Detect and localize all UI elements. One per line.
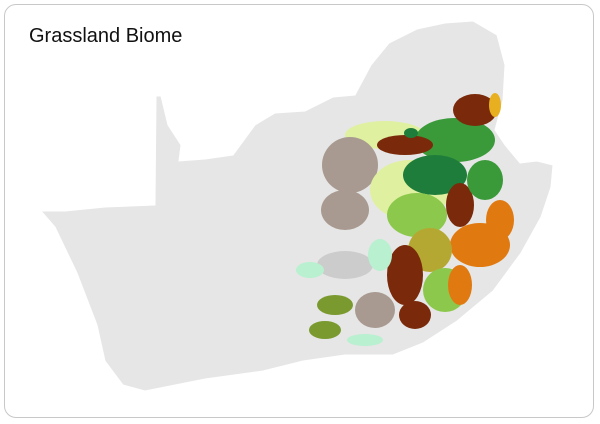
veg-patch [322,137,378,193]
veg-patch [453,94,497,126]
veg-patch [296,262,324,278]
veg-patch [387,193,447,237]
veg-patch [355,292,395,328]
veg-patch [368,239,392,271]
veg-patch [347,334,383,346]
veg-patch [467,160,503,200]
veg-patch [489,93,501,117]
veg-patch [321,190,369,230]
veg-patch [387,245,423,305]
map-title: Grassland Biome [29,25,183,47]
veg-patch [399,301,431,329]
veg-patch [404,128,418,138]
map-card: Grassland Biome [4,4,594,418]
veg-patch [486,200,514,240]
veg-patch [446,183,474,227]
veg-patch [317,251,373,279]
veg-patch [377,135,433,155]
veg-patch [309,321,341,339]
veg-patch [415,118,495,162]
veg-patch [448,265,472,305]
map [39,20,554,392]
veg-patch [403,155,467,195]
country-outline [39,20,554,392]
grassland-vegetation [296,93,514,346]
veg-patch [317,295,353,315]
